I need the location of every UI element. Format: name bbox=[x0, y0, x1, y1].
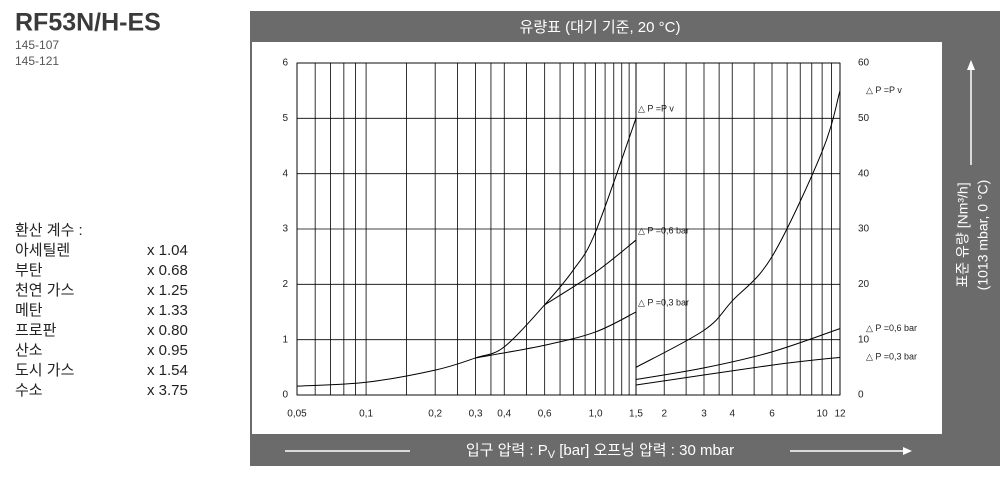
x-tick-label: 0,6 bbox=[538, 409, 552, 420]
arrow-head bbox=[903, 447, 912, 455]
x-tick-label: 0,05 bbox=[287, 409, 307, 420]
x-tick-label: 0,3 bbox=[469, 409, 483, 420]
gas-factor: x 1.33 bbox=[147, 302, 188, 319]
y-tick-label: 0 bbox=[282, 390, 288, 401]
x-tick-label: 4 bbox=[729, 409, 735, 420]
x-tick-label: 0,1 bbox=[359, 409, 373, 420]
x-tick-label: 0,4 bbox=[497, 409, 511, 420]
gas-name: 천연 가스 bbox=[15, 282, 75, 299]
gas-factor: x 0.80 bbox=[147, 322, 188, 339]
curve-label: △ P =0,3 bar bbox=[638, 297, 689, 307]
gas-name: 산소 bbox=[15, 342, 43, 359]
conversion-title: 환산 계수 : bbox=[15, 222, 83, 239]
x-tick-label: 0,2 bbox=[428, 409, 442, 420]
y-axis-label: (1013 mbar, 0 °C) bbox=[975, 180, 991, 291]
y-tick-label: 4 bbox=[282, 168, 288, 179]
arrow-head bbox=[967, 60, 975, 70]
gas-factor: x 1.25 bbox=[147, 282, 188, 299]
x-tick-label: 3 bbox=[701, 409, 707, 420]
code: 145-107 bbox=[15, 38, 59, 52]
y-axis-label: 표준 유량 [Nm³/h] bbox=[955, 182, 971, 287]
title: RF53N/H-ES bbox=[15, 9, 161, 37]
y-tick-label: 5 bbox=[282, 113, 288, 124]
y-tick-label: 40 bbox=[858, 168, 870, 179]
gas-name: 수소 bbox=[15, 382, 43, 399]
y-tick-label: 3 bbox=[282, 224, 288, 235]
x-label-part: [bar] 오프닝 압력 : 30 mbar bbox=[555, 442, 734, 459]
curve bbox=[635, 90, 841, 368]
gas-factor: x 1.54 bbox=[147, 362, 188, 379]
y-tick-label: 60 bbox=[858, 58, 870, 69]
x-tick-label: 1,0 bbox=[589, 409, 603, 420]
curve bbox=[635, 356, 841, 386]
x-label-part: 입구 압력 : P bbox=[466, 442, 548, 459]
gas-name: 메탄 bbox=[15, 302, 43, 319]
curve-label: △ P =P v bbox=[638, 104, 674, 114]
x-label-sub: V bbox=[548, 449, 556, 461]
y-tick-label: 0 bbox=[858, 390, 864, 401]
gas-name: 부탄 bbox=[15, 262, 43, 279]
chart-title: 유량표 (대기 기준, 20 °C) bbox=[520, 19, 681, 36]
panel: 0 10 20 30 40 50 60 2 3 4 6 10 12 △ P =P v △ P =0,6 ba… bbox=[635, 58, 917, 420]
curve bbox=[475, 311, 637, 359]
gas-name: 도시 가스 bbox=[15, 362, 75, 379]
gas-name: 프로판 bbox=[15, 322, 57, 339]
curve bbox=[544, 239, 637, 306]
curve bbox=[296, 118, 637, 387]
curve-label: △ P =0,6 bar bbox=[866, 323, 917, 333]
gas-factor: x 0.68 bbox=[147, 262, 188, 279]
x-axis-label: 입구 압력 : PV [bar] 오프닝 압력 : 30 mbar bbox=[466, 442, 734, 461]
y-tick-label: 50 bbox=[858, 113, 870, 124]
code: 145-121 bbox=[15, 54, 59, 68]
x-tick-label: 6 bbox=[769, 409, 775, 420]
y-tick-label: 2 bbox=[282, 279, 288, 290]
y-tick-label: 6 bbox=[282, 58, 288, 69]
x-tick-label: 10 bbox=[817, 409, 829, 420]
curve-label: △ P =P v bbox=[866, 85, 902, 95]
gas-factor: x 0.95 bbox=[147, 342, 188, 359]
x-tick-label: 2 bbox=[661, 409, 667, 420]
gas-factor: x 1.04 bbox=[147, 242, 188, 259]
curve bbox=[635, 328, 841, 380]
curve-label: △ P =0,6 bar bbox=[638, 225, 689, 235]
y-tick-label: 30 bbox=[858, 224, 870, 235]
gas-factor: x 3.75 bbox=[147, 382, 188, 399]
conversion-table: 아세틸렌 x 1.04 부탄 x 0.68 천연 가스 x 1.25 메탄 x 1.33 프로판… bbox=[15, 242, 188, 399]
y-tick-label: 1 bbox=[282, 334, 288, 345]
y-tick-label: 20 bbox=[858, 279, 870, 290]
x-tick-label: 12 bbox=[834, 409, 846, 420]
y-tick-label: 10 bbox=[858, 334, 870, 345]
curve-label: △ P =0,3 bar bbox=[866, 352, 917, 362]
gas-name: 아세틸렌 bbox=[15, 242, 70, 259]
plot-background bbox=[252, 42, 942, 434]
plot-border bbox=[635, 62, 841, 396]
x-tick-label: 1,5 bbox=[629, 409, 643, 420]
